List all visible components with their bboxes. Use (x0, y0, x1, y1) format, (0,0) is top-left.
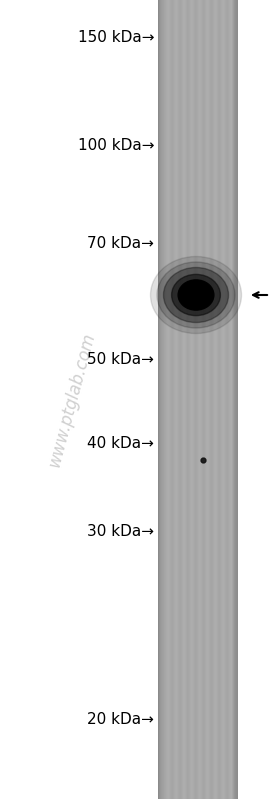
Ellipse shape (178, 280, 214, 310)
Text: 40 kDa→: 40 kDa→ (87, 435, 154, 451)
Ellipse shape (188, 288, 204, 302)
Ellipse shape (180, 281, 212, 308)
Text: 150 kDa→: 150 kDa→ (78, 30, 154, 46)
Text: 100 kDa→: 100 kDa→ (78, 137, 154, 153)
Ellipse shape (172, 274, 220, 316)
Text: 70 kDa→: 70 kDa→ (87, 236, 154, 251)
Text: 30 kDa→: 30 kDa→ (87, 524, 154, 539)
Text: 20 kDa→: 20 kDa→ (87, 713, 154, 728)
Text: 50 kDa→: 50 kDa→ (87, 352, 154, 368)
Ellipse shape (157, 262, 235, 328)
Text: www.ptglab.com: www.ptglab.com (45, 331, 99, 469)
Ellipse shape (151, 256, 241, 333)
Ellipse shape (164, 268, 228, 323)
